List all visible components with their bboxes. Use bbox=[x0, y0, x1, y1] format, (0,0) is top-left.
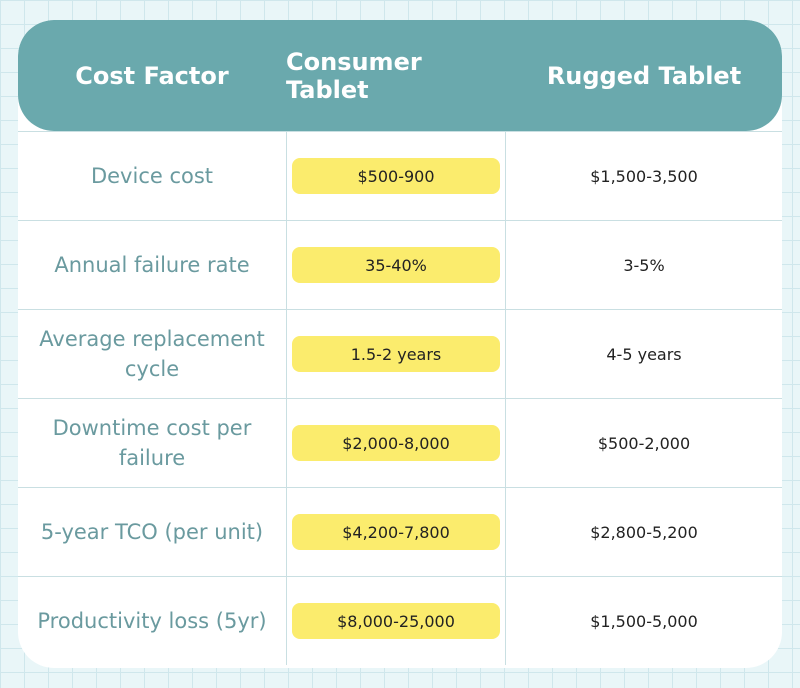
cost-factor-cell: Productivity loss (5yr) bbox=[37, 609, 267, 633]
cost-factor-cell: Average replacement cycle bbox=[39, 327, 265, 381]
rugged-cell: $1,500-3,500 bbox=[590, 166, 698, 186]
consumer-value-highlight: $8,000-25,000 bbox=[292, 603, 500, 639]
consumer-value-highlight: $4,200-7,800 bbox=[292, 514, 500, 550]
table-body: Device cost $500-900 $1,500-3,500 Annual… bbox=[18, 131, 782, 665]
rugged-cell: 4-5 years bbox=[606, 344, 682, 364]
table-row: 5-year TCO (per unit) $4,200-7,800 $2,80… bbox=[18, 487, 782, 576]
table-row: Downtime cost per failure $2,000-8,000 $… bbox=[18, 398, 782, 487]
consumer-value-highlight: 35-40% bbox=[292, 247, 500, 283]
table-row: Device cost $500-900 $1,500-3,500 bbox=[18, 131, 782, 220]
consumer-cell: $2,000-8,000 bbox=[286, 399, 506, 487]
table-header: Cost Factor Consumer Tablet Rugged Table… bbox=[18, 20, 782, 131]
cost-factor-cell: Downtime cost per failure bbox=[52, 416, 252, 470]
rugged-cell: 3-5% bbox=[623, 255, 665, 275]
consumer-cell: 1.5-2 years bbox=[286, 310, 506, 398]
header-rugged-tablet: Rugged Tablet bbox=[546, 61, 742, 90]
rugged-cell: $1,500-5,000 bbox=[590, 611, 698, 631]
rugged-cell: $500-2,000 bbox=[597, 433, 691, 453]
header-consumer-tablet: Consumer Tablet bbox=[286, 47, 422, 104]
consumer-value-highlight: $2,000-8,000 bbox=[292, 425, 500, 461]
consumer-cell: $4,200-7,800 bbox=[286, 488, 506, 576]
cost-factor-cell: Annual failure rate bbox=[54, 253, 250, 277]
consumer-value-highlight: 1.5-2 years bbox=[292, 336, 500, 372]
table-row: Productivity loss (5yr) $8,000-25,000 $1… bbox=[18, 576, 782, 665]
rugged-cell: $2,800-5,200 bbox=[590, 522, 698, 542]
table-row: Annual failure rate 35-40% 3-5% bbox=[18, 220, 782, 309]
cost-factor-cell: 5-year TCO (per unit) bbox=[40, 520, 264, 544]
consumer-cell: 35-40% bbox=[286, 221, 506, 309]
consumer-cell: $8,000-25,000 bbox=[286, 577, 506, 665]
consumer-cell: $500-900 bbox=[286, 132, 506, 220]
header-cost-factor: Cost Factor bbox=[75, 61, 229, 90]
table-row: Average replacement cycle 1.5-2 years 4-… bbox=[18, 309, 782, 398]
consumer-value-highlight: $500-900 bbox=[292, 158, 500, 194]
cost-comparison-table: Cost Factor Consumer Tablet Rugged Table… bbox=[18, 20, 782, 668]
cost-factor-cell: Device cost bbox=[90, 164, 214, 188]
